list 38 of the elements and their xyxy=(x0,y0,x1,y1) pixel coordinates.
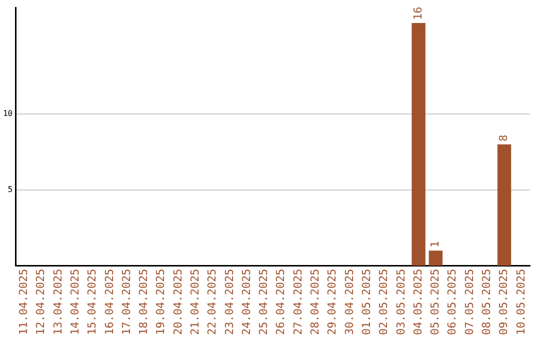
y-tick-label: 5 xyxy=(8,184,13,194)
y-tick-label: 10 xyxy=(2,109,13,118)
x-tick-label: 28.04.2025 xyxy=(308,268,322,336)
data-label: 8 xyxy=(497,134,510,142)
x-tick-label: 21.04.2025 xyxy=(188,268,202,336)
x-tick-label: 29.04.2025 xyxy=(326,268,339,336)
x-tick-label: 14.04.2025 xyxy=(68,268,82,336)
bar xyxy=(412,22,426,266)
x-tick-label: 10.05.2025 xyxy=(514,268,528,336)
x-tick-label: 20.04.2025 xyxy=(171,268,184,336)
x-tick-label: 02.05.2025 xyxy=(377,268,390,336)
x-tick-label: 13.04.2025 xyxy=(51,268,64,336)
x-tick-label: 22.04.2025 xyxy=(206,268,219,336)
x-tick-label: 16.04.2025 xyxy=(102,268,116,336)
x-tick-label: 25.04.2025 xyxy=(257,268,270,336)
x-tick-label: 27.04.2025 xyxy=(291,268,304,336)
x-tick-label: 04.05.2025 xyxy=(411,268,424,336)
x-tick-label: 18.04.2025 xyxy=(137,268,150,336)
bar xyxy=(497,144,512,266)
x-tick-label: 01.05.2025 xyxy=(360,268,373,336)
x-tick-label: 26.04.2025 xyxy=(274,268,288,336)
data-label: 16 xyxy=(411,6,424,20)
bar xyxy=(428,250,443,266)
x-tick-label: 17.04.2025 xyxy=(120,268,133,336)
data-label: 1 xyxy=(428,240,442,248)
x-tick-label: 30.04.2025 xyxy=(342,268,356,336)
x-tick-label: 08.05.2025 xyxy=(480,268,493,336)
x-tick-label: 09.05.2025 xyxy=(497,268,510,336)
x-tick-label: 06.05.2025 xyxy=(446,268,459,336)
x-tick-label: 15.04.2025 xyxy=(86,268,99,336)
x-tick-label: 05.05.2025 xyxy=(428,268,442,336)
x-tick-label: 23.04.2025 xyxy=(222,268,236,336)
x-tick-label: 03.05.2025 xyxy=(394,268,408,336)
x-tick-label: 24.04.2025 xyxy=(240,268,253,336)
x-tick-label: 07.05.2025 xyxy=(462,268,476,336)
x-tick-label: 12.04.2025 xyxy=(34,268,48,336)
x-tick-label: 11.04.2025 xyxy=(17,268,30,336)
x-tick-label: 19.04.2025 xyxy=(154,268,168,336)
